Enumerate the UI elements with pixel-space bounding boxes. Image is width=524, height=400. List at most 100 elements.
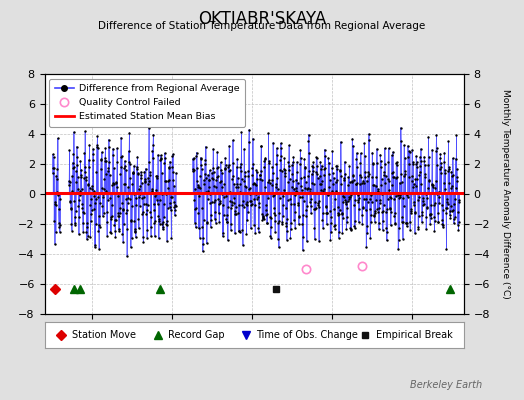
Point	[198, 205, 206, 212]
Point	[275, 218, 283, 224]
Point	[234, 228, 243, 234]
Point	[196, 172, 204, 179]
Point	[99, 194, 107, 200]
Point	[347, 179, 356, 185]
Point	[82, 229, 91, 236]
Point	[322, 221, 331, 227]
Point	[396, 125, 405, 131]
Point	[343, 198, 352, 204]
Point	[267, 215, 275, 222]
Point	[154, 213, 162, 219]
Point	[244, 173, 253, 180]
Point	[196, 154, 205, 161]
Point	[334, 234, 343, 241]
Point	[400, 168, 409, 175]
Point	[313, 171, 322, 178]
Point	[72, 179, 81, 185]
Point	[297, 175, 305, 181]
Point	[75, 192, 84, 199]
Point	[213, 164, 221, 171]
Point	[330, 223, 339, 229]
Point	[127, 217, 136, 224]
Point	[236, 189, 244, 195]
Point	[282, 223, 291, 229]
Point	[107, 230, 115, 236]
Point	[221, 165, 229, 172]
Point	[270, 210, 279, 216]
Point	[137, 169, 145, 175]
Point	[116, 210, 124, 216]
Point	[381, 180, 389, 187]
Point	[424, 162, 432, 168]
Point	[301, 164, 310, 170]
Point	[294, 202, 302, 208]
Point	[323, 191, 332, 198]
Point	[334, 210, 343, 216]
Point	[133, 166, 141, 172]
Point	[199, 216, 208, 223]
Point	[370, 213, 378, 220]
Point	[407, 206, 416, 212]
Text: Time of Obs. Change: Time of Obs. Change	[256, 330, 358, 340]
Point	[86, 234, 95, 240]
Point	[295, 214, 303, 220]
Point	[254, 190, 262, 196]
Point	[214, 196, 222, 202]
Point	[84, 182, 92, 188]
Point	[206, 211, 215, 218]
Point	[275, 244, 283, 250]
Point	[159, 201, 168, 208]
Point	[204, 172, 212, 178]
Point	[375, 226, 383, 232]
Point	[271, 184, 280, 190]
Point	[401, 170, 409, 177]
Point	[411, 176, 420, 183]
Point	[358, 204, 367, 210]
Point	[113, 159, 122, 165]
Point	[291, 188, 300, 194]
Point	[107, 202, 116, 208]
Point	[105, 172, 114, 179]
Point	[300, 156, 309, 162]
Point	[100, 209, 108, 216]
Point	[241, 173, 249, 179]
Point	[168, 164, 176, 171]
Point	[421, 170, 429, 177]
Point	[148, 155, 157, 161]
Point	[210, 199, 219, 205]
Point	[227, 199, 236, 205]
Point	[136, 175, 145, 182]
Point	[287, 201, 296, 207]
Point	[243, 202, 251, 208]
Point	[434, 189, 443, 195]
Point	[450, 220, 458, 226]
Point	[104, 164, 113, 171]
Point	[89, 151, 97, 157]
Point	[376, 200, 384, 206]
Point	[133, 154, 141, 160]
Point	[322, 203, 330, 210]
Point	[433, 210, 442, 216]
Point	[389, 174, 398, 181]
Point	[355, 206, 363, 212]
Point	[418, 219, 426, 225]
Point	[233, 181, 241, 188]
Point	[396, 194, 404, 200]
Point	[415, 194, 423, 200]
Point	[102, 170, 110, 177]
Point	[132, 202, 140, 208]
Point	[92, 220, 100, 227]
Point	[199, 235, 208, 241]
Point	[258, 217, 267, 224]
Point	[259, 213, 267, 219]
Point	[199, 248, 207, 254]
Point	[170, 204, 179, 210]
Point	[371, 210, 379, 216]
Point	[399, 203, 408, 210]
Point	[310, 181, 318, 187]
Point	[419, 202, 428, 208]
Point	[323, 209, 331, 216]
Point	[165, 165, 173, 172]
Point	[68, 227, 76, 234]
Point	[109, 179, 117, 186]
